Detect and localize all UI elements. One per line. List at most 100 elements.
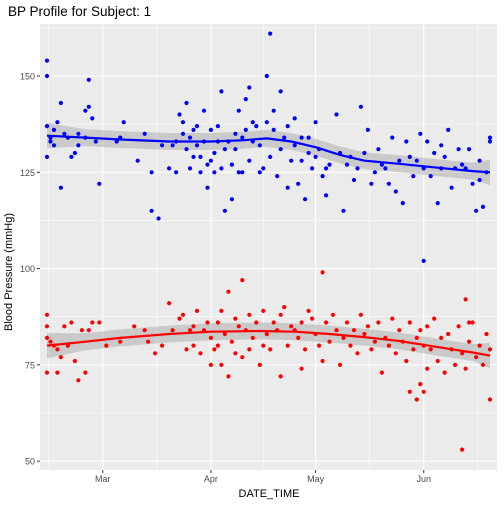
diastolic-point <box>219 363 223 367</box>
diastolic-point <box>171 328 175 332</box>
systolic-point <box>212 170 216 174</box>
y-tick-label: 150 <box>20 71 35 81</box>
systolic-point <box>362 151 366 155</box>
diastolic-point <box>390 317 394 321</box>
diastolic-point <box>324 320 328 324</box>
systolic-point <box>261 166 265 170</box>
systolic-point <box>233 132 237 136</box>
systolic-point <box>471 182 475 186</box>
systolic-point <box>478 159 482 163</box>
systolic-point <box>55 120 59 124</box>
systolic-point <box>198 170 202 174</box>
systolic-point <box>45 59 49 63</box>
systolic-point <box>404 139 408 143</box>
systolic-point <box>303 197 307 201</box>
systolic-point <box>478 178 482 182</box>
diastolic-point <box>132 324 136 328</box>
diastolic-point <box>425 367 429 371</box>
diastolic-point <box>387 344 391 348</box>
diastolic-point <box>83 371 87 375</box>
systolic-point <box>418 132 422 136</box>
diastolic-point <box>258 363 262 367</box>
systolic-point <box>293 116 297 120</box>
diastolic-point <box>418 328 422 332</box>
systolic-point <box>314 120 318 124</box>
systolic-point <box>188 136 192 140</box>
systolic-point <box>45 155 49 159</box>
systolic-point <box>265 74 269 78</box>
systolic-point <box>174 170 178 174</box>
systolic-point <box>90 116 94 120</box>
diastolic-point <box>366 324 370 328</box>
diastolic-point <box>415 336 419 340</box>
systolic-point <box>268 31 272 35</box>
diastolic-point <box>373 340 377 344</box>
systolic-point <box>425 139 429 143</box>
y-tick-label: 125 <box>20 168 35 178</box>
diastolic-point <box>80 328 84 332</box>
systolic-point <box>352 178 356 182</box>
systolic-point <box>160 143 164 147</box>
systolic-point <box>321 174 325 178</box>
systolic-point <box>73 151 77 155</box>
diastolic-point <box>321 359 325 363</box>
systolic-point <box>62 132 66 136</box>
systolic-point <box>310 166 314 170</box>
y-tick-label: 75 <box>25 360 35 370</box>
systolic-point <box>233 147 237 151</box>
diastolic-point <box>212 347 216 351</box>
diastolic-point <box>429 347 433 351</box>
diastolic-point <box>334 328 338 332</box>
systolic-point <box>240 136 244 140</box>
diastolic-point <box>352 328 356 332</box>
diastolic-point <box>411 347 415 351</box>
systolic-point <box>436 201 440 205</box>
systolic-point <box>195 143 199 147</box>
diastolic-point <box>279 374 283 378</box>
diastolic-point <box>251 336 255 340</box>
systolic-point <box>265 120 269 124</box>
systolic-point <box>195 124 199 128</box>
diastolic-point <box>436 359 440 363</box>
systolic-point <box>69 155 73 159</box>
diastolic-point <box>307 309 311 313</box>
systolic-point <box>219 166 223 170</box>
systolic-point <box>376 147 380 151</box>
diastolic-point <box>467 320 471 324</box>
diastolic-point <box>69 320 73 324</box>
diastolic-point <box>362 332 366 336</box>
systolic-point <box>76 132 80 136</box>
diastolic-point <box>97 320 101 324</box>
diastolic-point <box>418 382 422 386</box>
chart-title: BP Profile for Subject: 1 <box>8 4 151 19</box>
systolic-point <box>446 128 450 132</box>
diastolic-point <box>439 336 443 340</box>
diastolic-point <box>317 344 321 348</box>
systolic-point <box>191 155 195 159</box>
systolic-point <box>181 132 185 136</box>
diastolic-point <box>247 347 251 351</box>
systolic-point <box>401 201 405 205</box>
systolic-point <box>429 174 433 178</box>
systolic-point <box>181 120 185 124</box>
diastolic-point <box>45 371 49 375</box>
diastolic-point <box>380 371 384 375</box>
systolic-point <box>209 159 213 163</box>
diastolic-point <box>146 340 150 344</box>
systolic-point <box>450 186 454 190</box>
diastolic-point <box>55 347 59 351</box>
diastolic-point <box>282 305 286 309</box>
systolic-point <box>415 159 419 163</box>
diastolic-point <box>240 355 244 359</box>
diastolic-point <box>240 278 244 282</box>
y-tick-label: 100 <box>20 264 35 274</box>
systolic-point <box>474 209 478 213</box>
x-tick-label: Jun <box>416 474 431 484</box>
systolic-point <box>355 166 359 170</box>
diastolic-point <box>474 355 478 359</box>
diastolic-point <box>265 332 269 336</box>
diastolic-point <box>205 320 209 324</box>
diastolic-point <box>408 390 412 394</box>
diastolic-point <box>321 270 325 274</box>
